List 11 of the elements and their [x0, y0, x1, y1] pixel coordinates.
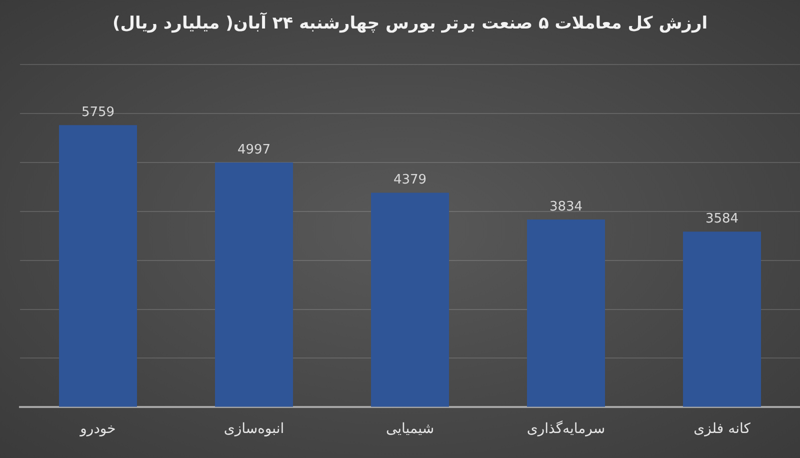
x-tick-label: خودرو	[79, 421, 116, 438]
data-label: 5759	[81, 105, 115, 120]
chart-title: ارزش کل معاملات ۵ صنعت برتر بورس چهارشنبه ۲۴ آبان( میلیارد ریال)	[112, 12, 708, 34]
x-tick-label: شیمیایی	[386, 421, 434, 438]
data-label: 4379	[393, 172, 427, 188]
x-tick-label: کانه فلزی	[694, 421, 751, 438]
data-label: 3834	[549, 199, 583, 214]
data-label: 3584	[705, 212, 739, 227]
x-tick-label: سرمایه‌گذاری	[526, 420, 606, 438]
data-label: 4997	[237, 142, 271, 158]
x-tick-label: انبوه‌سازی	[224, 421, 284, 438]
